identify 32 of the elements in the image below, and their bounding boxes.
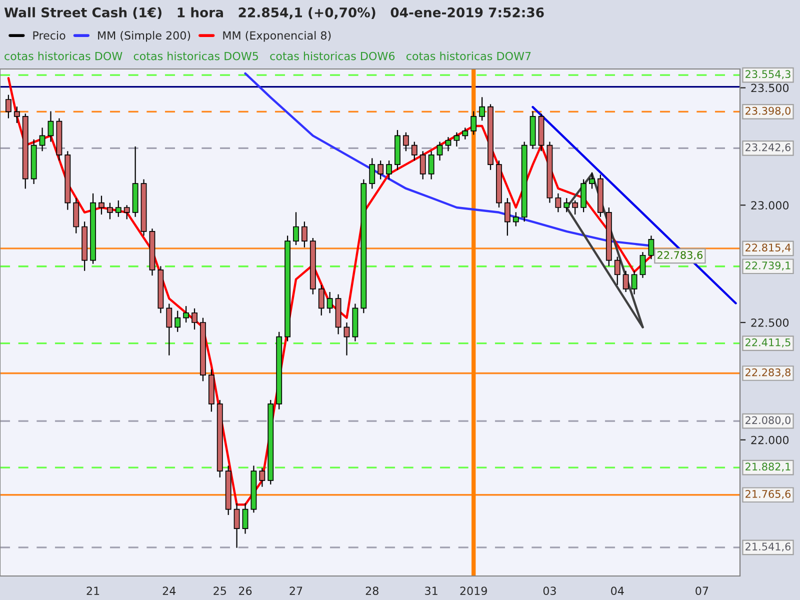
ref-line-label: 22.283,8 bbox=[746, 368, 790, 378]
y-tick-label: 23.500 bbox=[751, 84, 789, 92]
x-tick-label: 28 bbox=[366, 586, 378, 596]
legend-label: MM (Exponencial 8) bbox=[223, 31, 331, 42]
y-tick-label: 23.000 bbox=[751, 201, 789, 210]
x-tick-label: 21 bbox=[86, 586, 100, 595]
ref-line-label: 21.541,6 bbox=[746, 542, 791, 552]
data-label: 22.783,6 bbox=[658, 251, 702, 260]
x-tick-label: 27 bbox=[290, 586, 302, 595]
x-tick-label: 2019 bbox=[460, 586, 487, 596]
x-tick-label: 03 bbox=[543, 586, 556, 596]
ref-line-label: 21.882,1 bbox=[746, 462, 790, 472]
ref-line-label: 23.242,6 bbox=[746, 143, 791, 152]
x-tick-label: 07 bbox=[696, 586, 708, 596]
ref-line-label: 21.765,6 bbox=[746, 490, 791, 499]
ref-line-label: 23.398,0 bbox=[746, 106, 790, 116]
ref-line-label: 22.815,4 bbox=[746, 244, 791, 253]
y-tick-label: 22.000 bbox=[751, 436, 789, 444]
x-tick-label: 26 bbox=[239, 586, 252, 596]
text: cotas historicas DOW cotas historicas DOW5 cotas historicas DOW6 cotas historicas DOW7 bbox=[4, 52, 531, 60]
ref-line-label: 22.411,5 bbox=[746, 338, 790, 348]
ref-line-label: 23.554,3 bbox=[746, 70, 790, 80]
ref-line-label: 22.739,1 bbox=[746, 262, 790, 270]
x-tick-label: 24 bbox=[162, 586, 176, 595]
chart-title: Wall Street Cash (1€) 1 hora 22.854,1 (+0,70%) 04-ene-2019 7:52:36 bbox=[4, 7, 544, 20]
legend-label: MM (Simple 200) bbox=[98, 31, 190, 42]
x-tick-label: 04 bbox=[611, 586, 624, 596]
ref-line-label: 22.080,0 bbox=[746, 416, 790, 426]
x-tick-label: 25 bbox=[214, 586, 226, 596]
y-tick-label: 22.500 bbox=[751, 318, 789, 327]
x-tick-label: 31 bbox=[425, 586, 438, 596]
legend-label: Precio bbox=[33, 31, 66, 40]
